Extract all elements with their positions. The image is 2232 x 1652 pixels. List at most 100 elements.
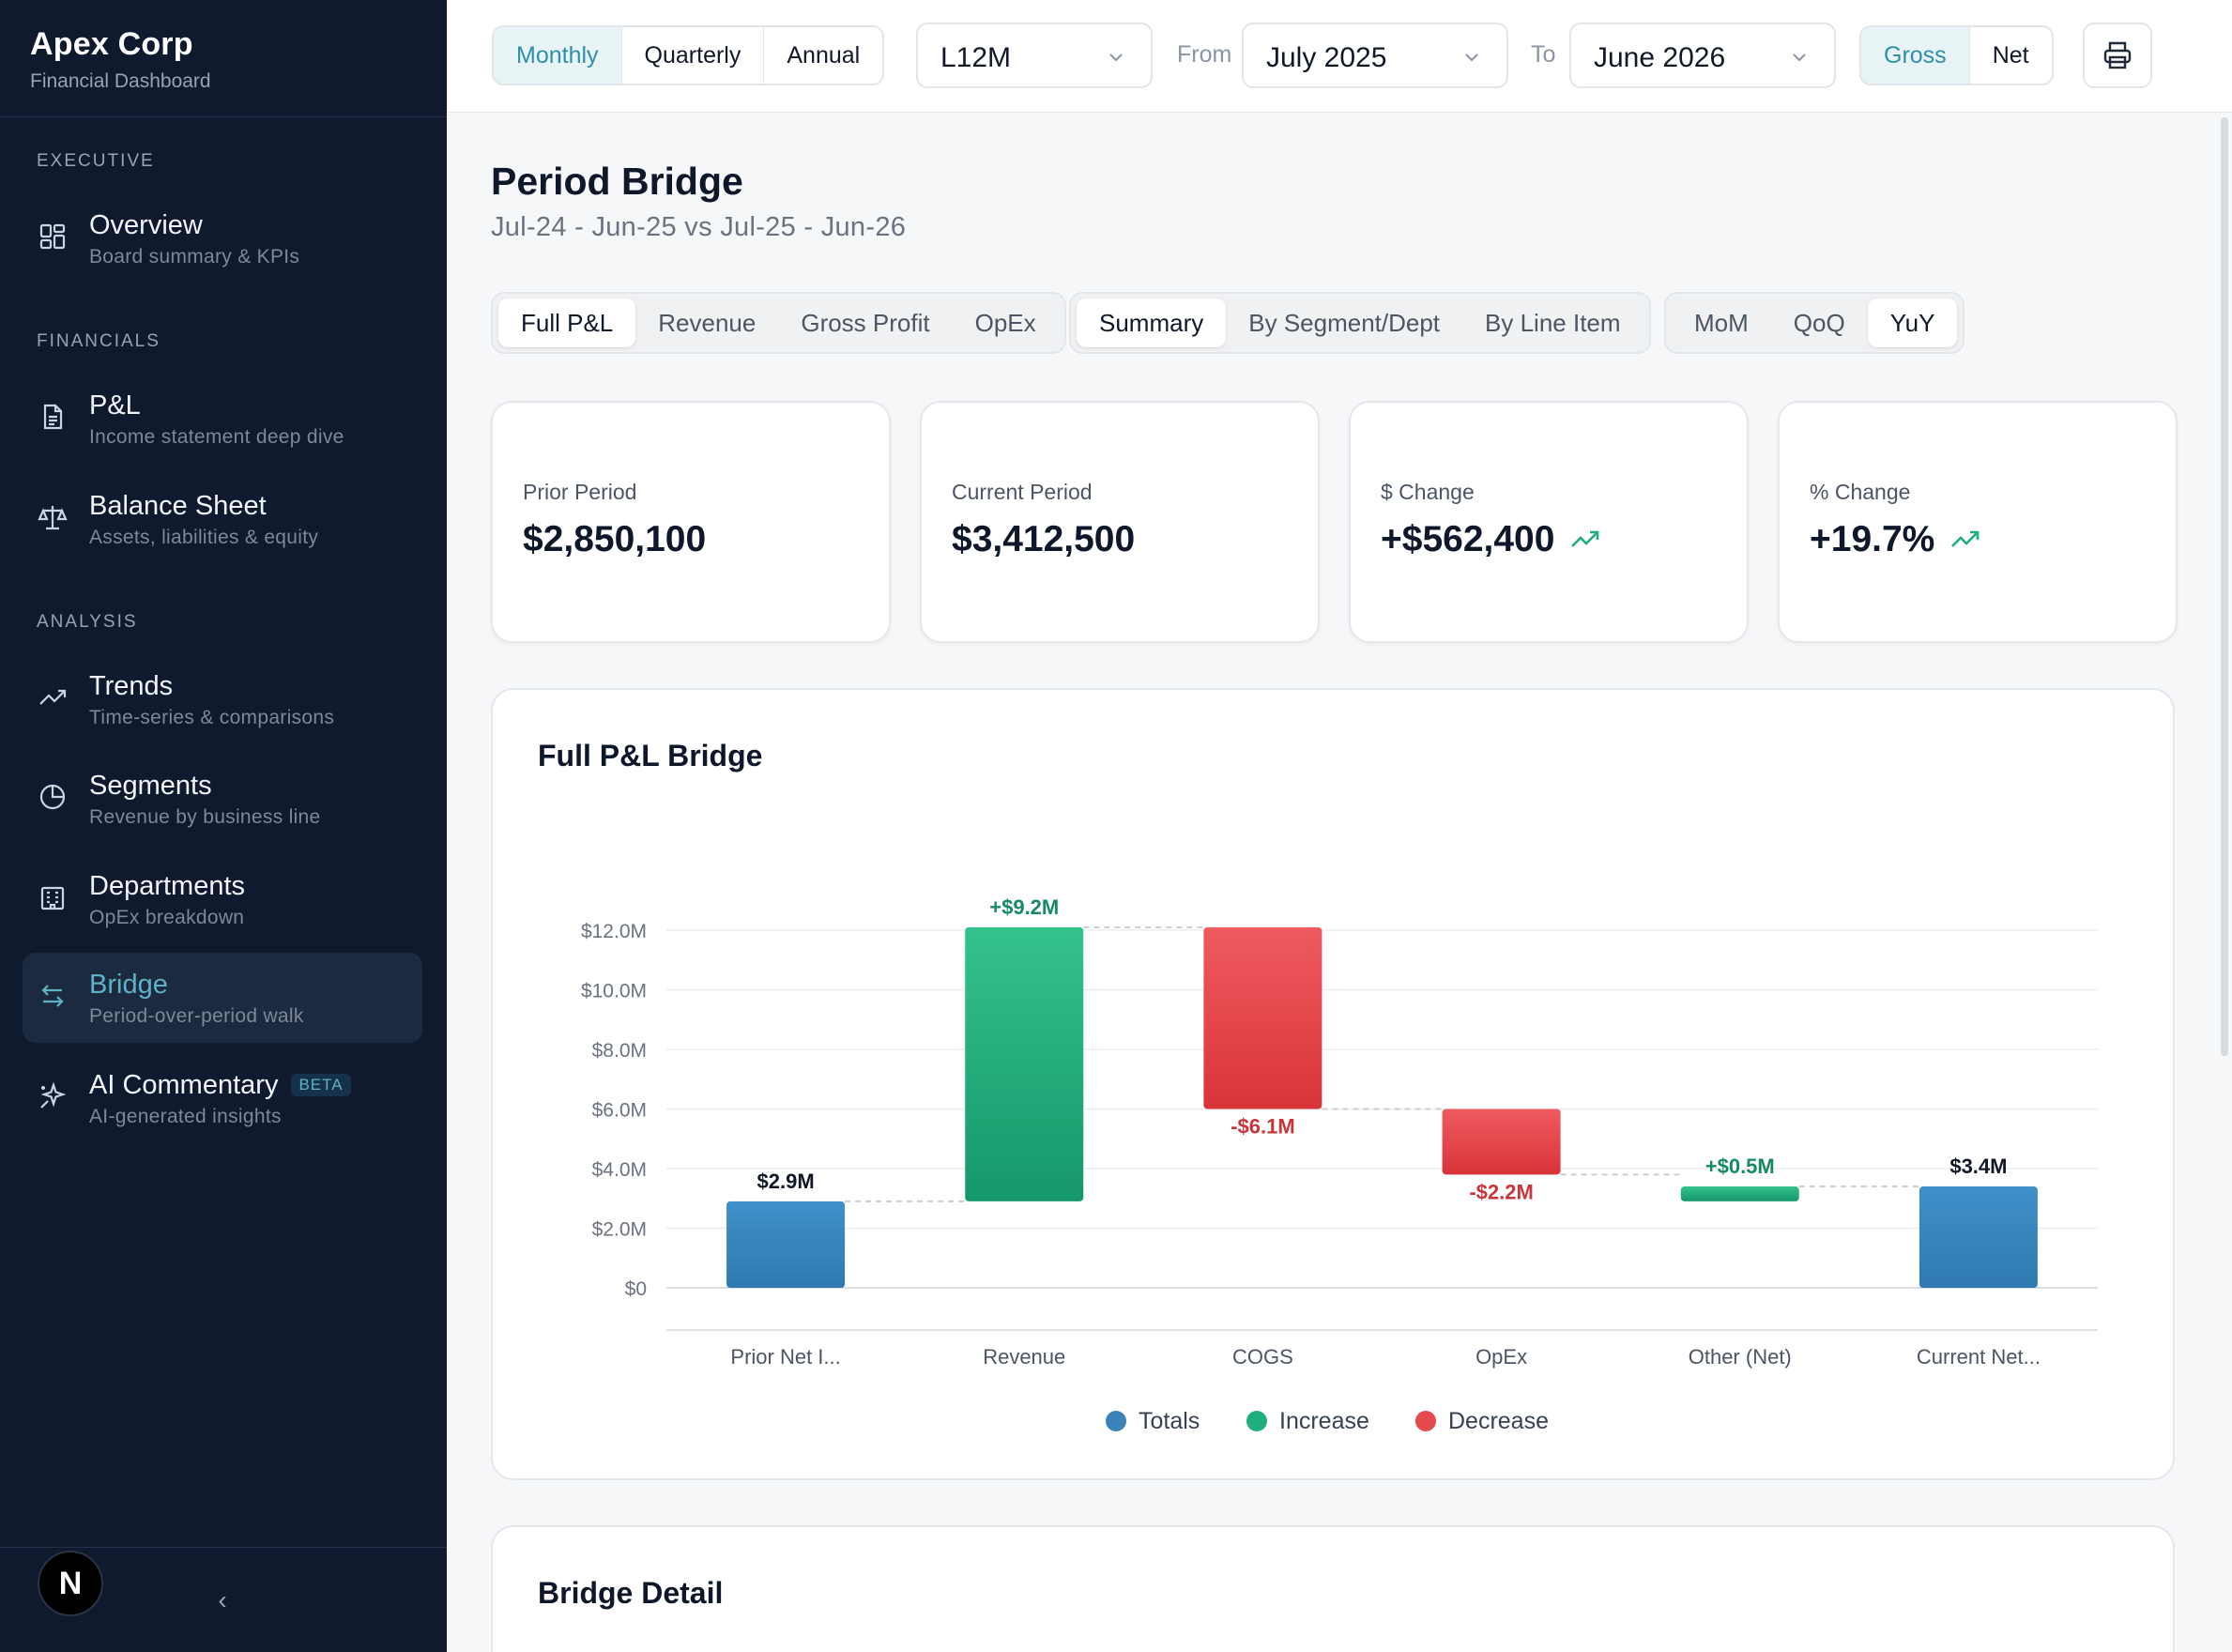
data-label: $3.4M <box>1949 1155 2007 1178</box>
sidebar-item-subtitle: AI-generated insights <box>89 1106 282 1127</box>
kpi-value-text: +$562,400 <box>1381 519 1555 559</box>
collapse-sidebar-icon[interactable]: ‹ <box>218 1585 227 1614</box>
sidebar-item-bridge[interactable]: Bridge Period-over-period walk <box>23 953 422 1043</box>
trend-up-icon <box>1951 530 1980 547</box>
from-select-value: July 2025 <box>1266 42 1387 73</box>
sidebar-item-pnl[interactable]: P&L Income statement deep dive <box>23 374 422 464</box>
sidebar-item-subtitle: Board summary & KPIs <box>89 246 300 268</box>
sidebar-divider <box>0 1547 447 1548</box>
sidebar-item-ai-commentary[interactable]: AI Commentary BETA AI-generated insights <box>23 1053 422 1143</box>
compare-tabs: MoM QoQ YuY <box>1664 292 1965 354</box>
x-tick-label: Revenue <box>983 1345 1065 1369</box>
app-name: Apex Corp <box>30 26 193 62</box>
tab-by-segment-dept[interactable]: By Segment/Dept <box>1248 308 1441 337</box>
tab-gross-profit[interactable]: Gross Profit <box>801 308 930 337</box>
sidebar-item-title: Bridge <box>89 970 168 1000</box>
sidebar-item-departments[interactable]: Departments OpEx breakdown <box>23 854 422 944</box>
legend-label: Increase <box>1279 1408 1369 1434</box>
document-icon <box>38 402 68 432</box>
kpi-label: % Change <box>1810 480 1911 504</box>
bridge-detail-card: Bridge Detail <box>491 1525 2175 1652</box>
tab-summary[interactable]: Summary <box>1077 298 1227 347</box>
sidebar-item-segments[interactable]: Segments Revenue by business line <box>23 754 422 844</box>
tab-revenue[interactable]: Revenue <box>658 308 757 337</box>
tab-yuy[interactable]: YuY <box>1867 298 1958 347</box>
trend-icon <box>38 682 68 712</box>
sidebar-item-subtitle: Income statement deep dive <box>89 426 344 448</box>
legend-swatch <box>1246 1411 1267 1431</box>
y-tick-label: $10.0M <box>581 981 647 1002</box>
printer-icon <box>2103 41 2132 69</box>
bridge-chart: $0 $2.0M $4.0M $6.0M $8.0M $10.0M $12.0M $2.9M P… <box>581 895 2098 1434</box>
tab-full-pnl[interactable]: Full P&L <box>498 298 636 347</box>
kpi-label: Prior Period <box>523 480 637 504</box>
bar-increase <box>965 926 1084 1201</box>
scope-tabs: Full P&L Revenue Gross Profit OpEx <box>491 292 1066 354</box>
from-select[interactable]: July 2025 <box>1242 23 1508 88</box>
chevron-down-icon <box>1793 54 1806 62</box>
kpi-card-prior-period: Prior Period $2,850,100 <box>491 401 891 643</box>
legend-label: Decrease <box>1448 1408 1549 1434</box>
sidebar-item-subtitle: Time-series & comparisons <box>89 707 335 728</box>
building-icon <box>38 882 68 912</box>
sidebar-item-subtitle: Revenue by business line <box>89 806 321 828</box>
data-label: -$6.1M <box>1231 1115 1294 1139</box>
view-tabs: Summary By Segment/Dept By Line Item <box>1069 292 1651 354</box>
y-tick-label: $6.0M <box>592 1100 647 1122</box>
data-label: -$2.2M <box>1469 1180 1533 1203</box>
sidebar-item-balance-sheet[interactable]: Balance Sheet Assets, liabilities & equi… <box>23 474 422 564</box>
kpi-value: +$562,400 <box>1381 519 1601 560</box>
page-title: Period Bridge <box>491 160 743 203</box>
sparkle-icon <box>38 1081 68 1111</box>
sidebar-item-subtitle: OpEx breakdown <box>89 907 245 928</box>
to-select[interactable]: June 2026 <box>1569 23 1836 88</box>
x-tick-label: Other (Net) <box>1689 1345 1792 1369</box>
sidebar-item-overview[interactable]: Overview Board summary & KPIs <box>23 193 422 283</box>
tab-by-line-item[interactable]: By Line Item <box>1485 308 1621 337</box>
kpi-card-dollar-change: $ Change +$562,400 <box>1349 401 1749 643</box>
range-select-value: L12M <box>940 42 1012 73</box>
kpi-label: Current Period <box>952 480 1093 504</box>
print-button[interactable] <box>2083 23 2152 88</box>
kpi-value-text: $3,412,500 <box>952 519 1136 559</box>
margin-net-button[interactable]: Net <box>1992 41 2029 69</box>
sidebar-item-subtitle: Period-over-period walk <box>89 1005 304 1027</box>
y-tick-label: $12.0M <box>581 921 647 942</box>
bar-increase <box>1680 1186 1799 1201</box>
granularity-quarterly-button[interactable]: Quarterly <box>622 27 765 84</box>
section-label-financials: FINANCIALS <box>37 331 161 351</box>
kpi-card-current-period: Current Period $3,412,500 <box>920 401 1320 643</box>
legend-swatch <box>1106 1411 1126 1431</box>
trend-up-icon <box>1571 530 1599 547</box>
avatar[interactable]: N <box>38 1551 103 1616</box>
pie-icon <box>38 782 68 812</box>
from-label: From <box>1177 41 1232 68</box>
beta-badge: BETA <box>291 1074 351 1096</box>
x-tick-label: Current Net... <box>1917 1345 2041 1369</box>
scale-icon <box>38 502 68 532</box>
section-label-executive: EXECUTIVE <box>37 151 155 171</box>
data-label: +$0.5M <box>1705 1155 1775 1178</box>
brand: Apex Corp Financial Dashboard <box>30 26 211 93</box>
y-tick-label: $2.0M <box>592 1219 647 1241</box>
section-label-analysis: ANALYSIS <box>37 612 138 632</box>
granularity-monthly-button[interactable]: Monthly <box>494 27 622 84</box>
x-tick-label: Prior Net I... <box>730 1345 840 1369</box>
scrollbar[interactable] <box>2221 117 2228 1056</box>
granularity-annual-button[interactable]: Annual <box>787 41 861 69</box>
tab-mom[interactable]: MoM <box>1694 308 1749 337</box>
legend-label: Totals <box>1139 1408 1200 1434</box>
tab-opex[interactable]: OpEx <box>974 308 1036 337</box>
range-select[interactable]: L12M <box>916 23 1153 88</box>
tab-qoq[interactable]: QoQ <box>1793 308 1845 337</box>
chevron-down-icon <box>1109 54 1123 62</box>
chart-title: Full P&L Bridge <box>538 739 763 772</box>
margin-gross-button[interactable]: Gross <box>1861 27 1970 84</box>
sidebar-item-title: Overview <box>89 210 203 240</box>
sidebar-divider <box>0 116 447 117</box>
kpi-value-text: $2,850,100 <box>523 519 707 559</box>
y-tick-label: $4.0M <box>592 1159 647 1181</box>
y-tick-label: $8.0M <box>592 1040 647 1062</box>
kpi-label: $ Change <box>1381 480 1475 504</box>
sidebar-item-trends[interactable]: Trends Time-series & comparisons <box>23 654 422 744</box>
